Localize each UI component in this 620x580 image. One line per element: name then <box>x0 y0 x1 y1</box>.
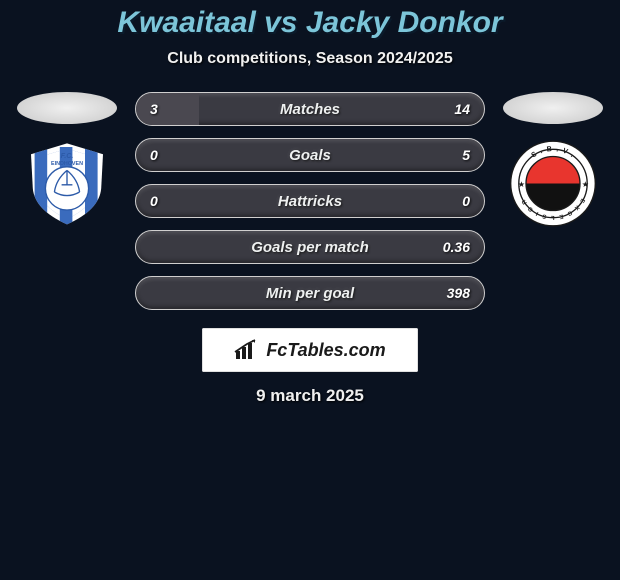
stat-label: Hattricks <box>278 193 342 210</box>
stat-label: Goals <box>289 147 331 164</box>
stat-label: Matches <box>280 101 340 118</box>
stat-value-right: 5 <box>462 147 470 163</box>
svg-text:EINDHOVEN: EINDHOVEN <box>51 161 83 167</box>
svg-text:★: ★ <box>518 180 525 189</box>
stat-label: Goals per match <box>251 239 369 256</box>
stat-value-left: 3 <box>150 101 158 117</box>
comparison-row: F.C. EINDHOVEN 3 Matches 14 0 Goals 5 0 Hattric… <box>0 92 620 310</box>
bar-chart-icon <box>234 339 260 361</box>
left-player-avatar <box>17 92 117 124</box>
right-club-logo: S . B . V . E X C E L S I O R ★ ★ <box>508 138 598 228</box>
page-title: Kwaaitaal vs Jacky Donkor <box>0 6 620 40</box>
stat-bar: 3 Matches 14 <box>135 92 485 126</box>
subtitle: Club competitions, Season 2024/2025 <box>0 50 620 68</box>
stat-value-right: 0 <box>462 193 470 209</box>
stat-value-left: 0 <box>150 193 158 209</box>
right-player-avatar <box>503 92 603 124</box>
svg-text:★: ★ <box>582 180 589 189</box>
svg-text:F.C.: F.C. <box>61 151 74 160</box>
stat-value-right: 14 <box>454 101 470 117</box>
stat-value-right: 0.36 <box>443 239 470 255</box>
brand-text: FcTables.com <box>266 340 385 361</box>
date-text: 9 march 2025 <box>0 386 620 406</box>
stat-value-right: 398 <box>447 285 470 301</box>
stat-value-left: 0 <box>150 147 158 163</box>
left-side: F.C. EINDHOVEN <box>17 92 117 228</box>
stat-bar: 0 Hattricks 0 <box>135 184 485 218</box>
stat-label: Min per goal <box>266 285 354 302</box>
brand-badge: FcTables.com <box>202 328 418 372</box>
right-side: S . B . V . E X C E L S I O R ★ ★ <box>503 92 603 228</box>
left-club-logo: F.C. EINDHOVEN <box>22 138 112 228</box>
stat-bar: Min per goal 398 <box>135 276 485 310</box>
stat-bar: Goals per match 0.36 <box>135 230 485 264</box>
stat-bar: 0 Goals 5 <box>135 138 485 172</box>
stats-column: 3 Matches 14 0 Goals 5 0 Hattricks 0 Goals per ma… <box>135 92 485 310</box>
